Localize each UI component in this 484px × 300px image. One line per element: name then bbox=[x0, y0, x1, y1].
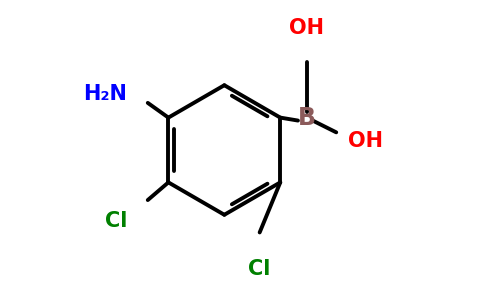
Text: Cl: Cl bbox=[105, 211, 127, 231]
Text: Cl: Cl bbox=[248, 259, 271, 279]
Text: B: B bbox=[298, 106, 316, 130]
Text: H₂N: H₂N bbox=[83, 84, 127, 104]
Text: OH: OH bbox=[289, 18, 324, 38]
Text: OH: OH bbox=[348, 131, 383, 151]
